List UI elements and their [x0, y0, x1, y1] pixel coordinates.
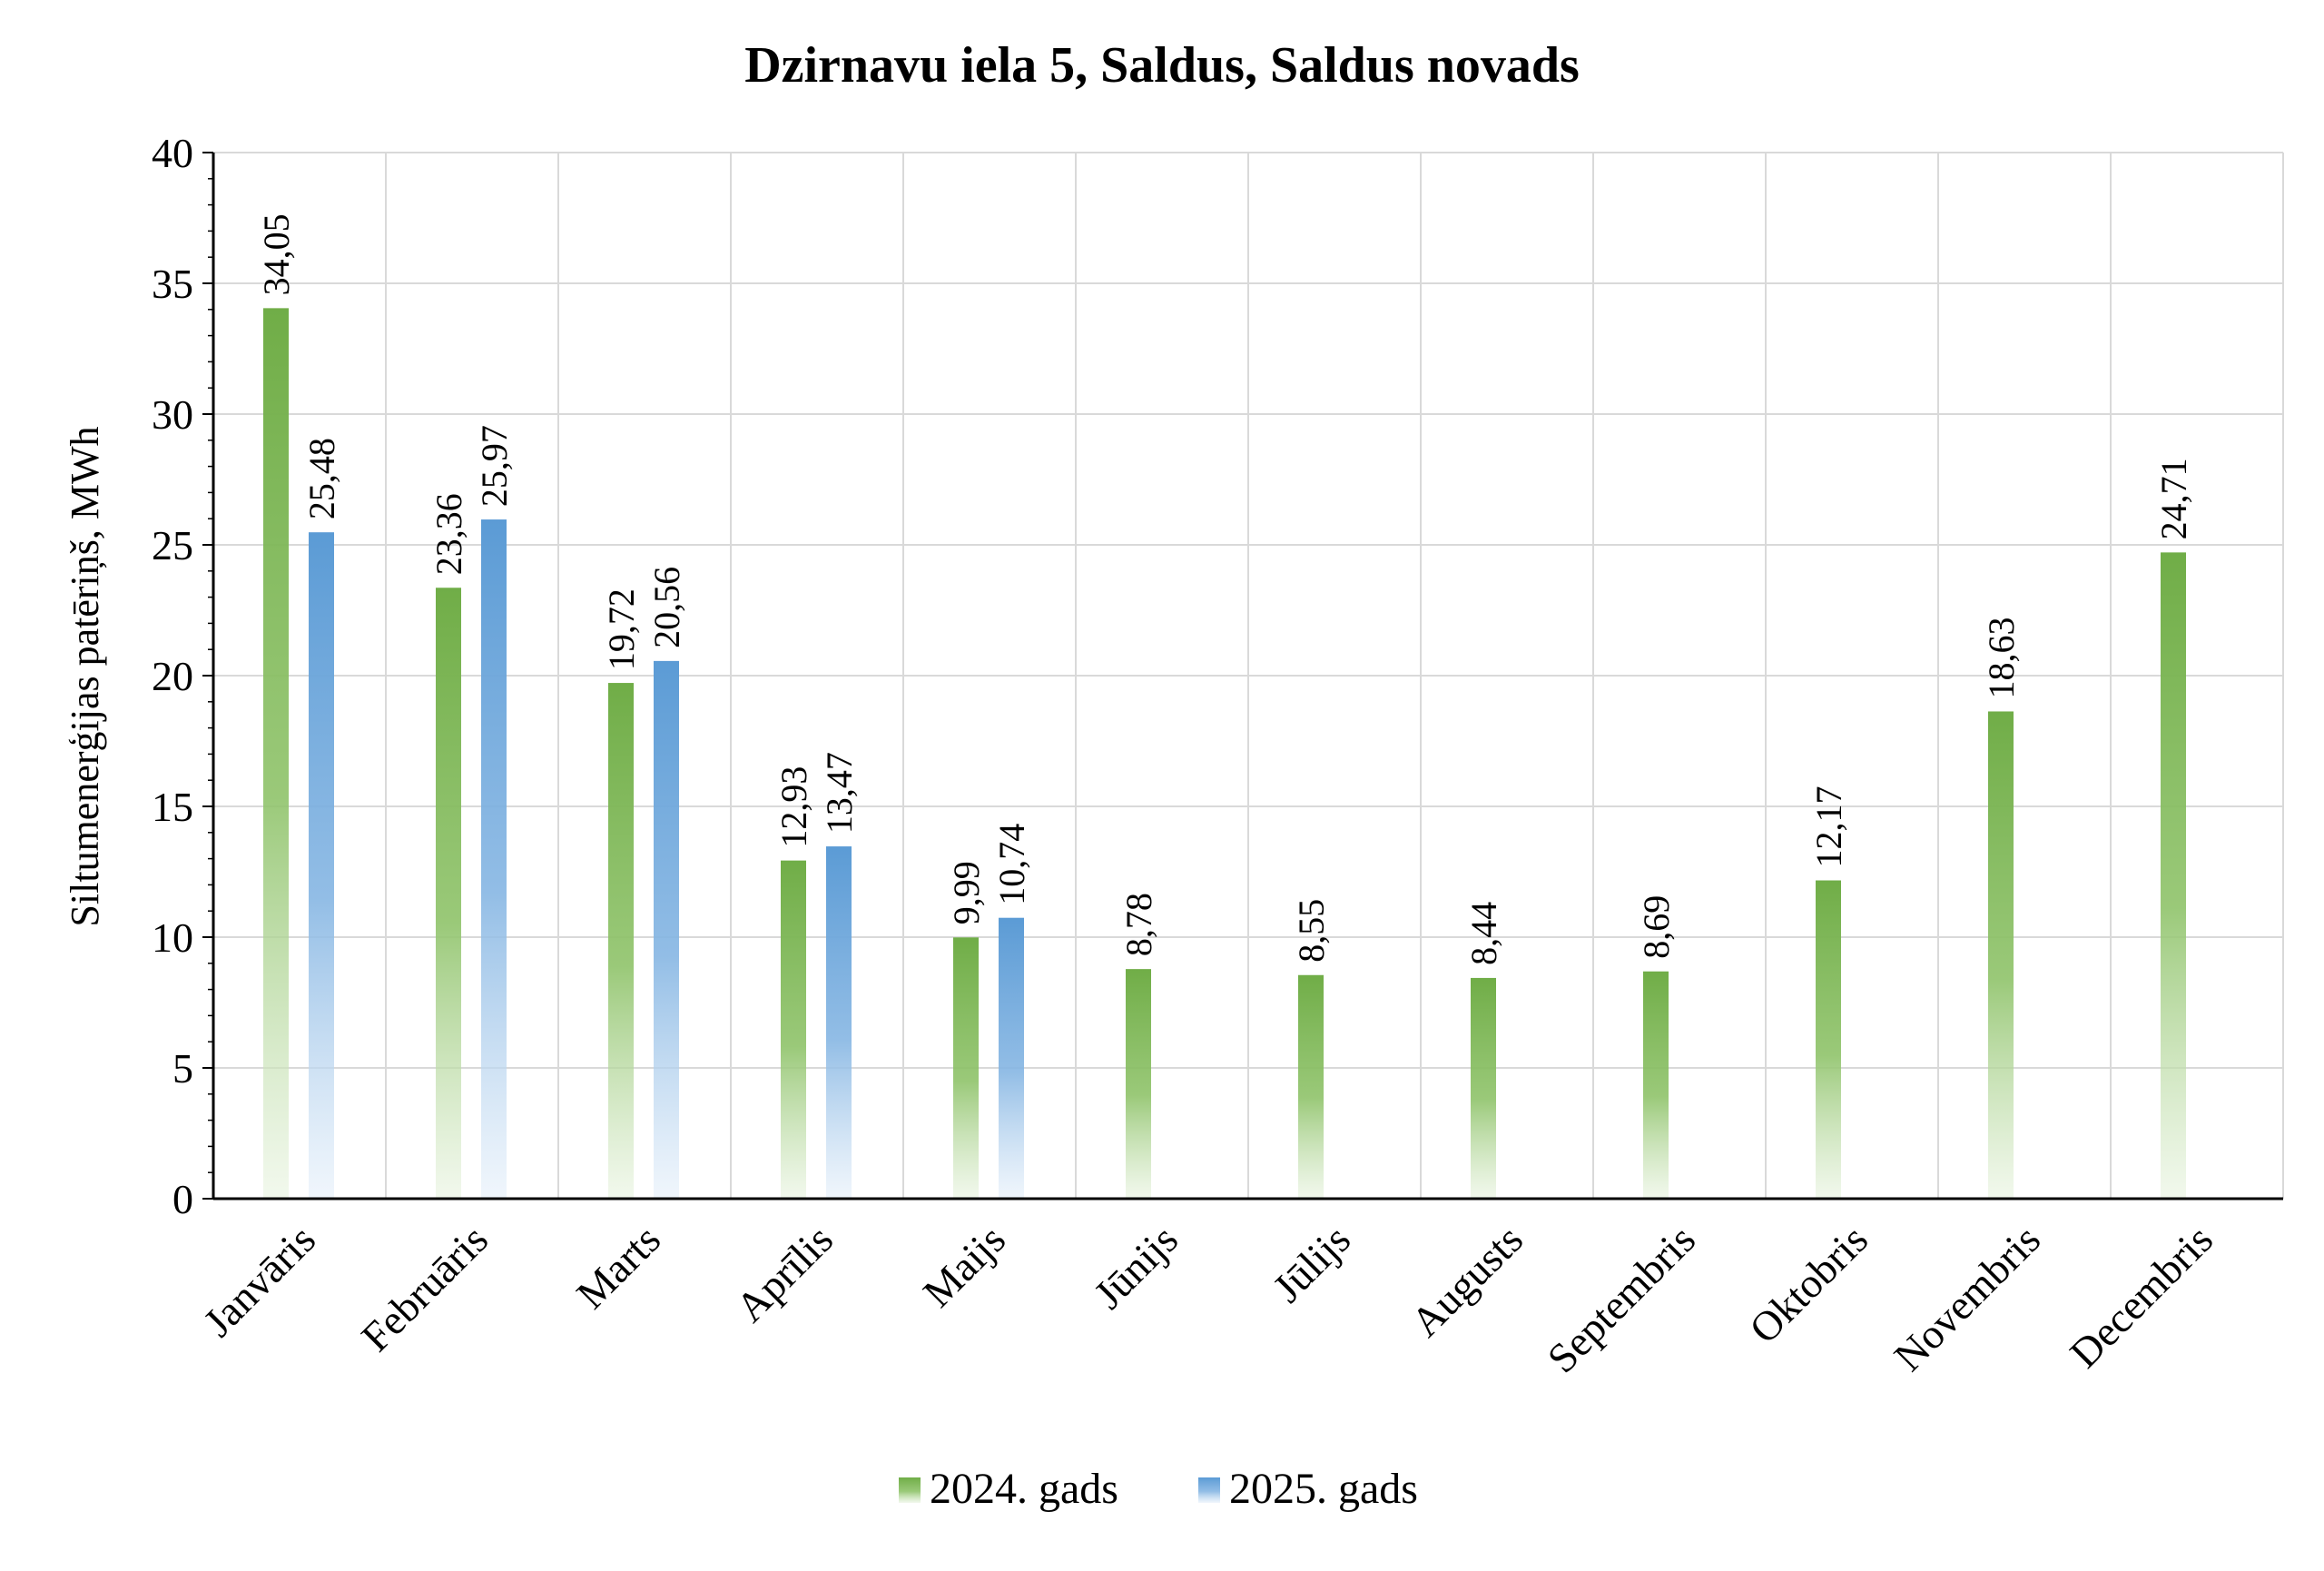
data-label: 8,55 — [1291, 899, 1332, 963]
bar-2024 — [263, 308, 289, 1199]
x-tick-label: Septembris — [1539, 1216, 1704, 1381]
data-label: 25,97 — [474, 425, 515, 507]
bar-2025 — [309, 532, 334, 1199]
data-label: 23,36 — [428, 493, 469, 575]
data-label: 8,78 — [1118, 893, 1159, 956]
bar-2025 — [481, 519, 507, 1199]
data-label: 34,05 — [256, 213, 297, 295]
x-tick-label: Decembris — [2061, 1216, 2221, 1377]
y-tick-label: 20 — [152, 653, 193, 699]
bar-2024 — [1471, 977, 1496, 1199]
x-tick-label: Aprīlis — [727, 1216, 842, 1330]
y-axis-label: Siltumenerģijas patēriņš, MWh — [63, 426, 107, 926]
data-label: 10,74 — [991, 824, 1032, 905]
legend: 2024. gads 2025. gads — [899, 1465, 1418, 1513]
bar-2024 — [1126, 969, 1151, 1199]
data-label: 20,56 — [646, 567, 687, 648]
bar-2024 — [2161, 552, 2186, 1199]
data-label: 12,17 — [1808, 786, 1849, 868]
bars — [263, 308, 2186, 1199]
bar-2024 — [1988, 711, 2014, 1199]
y-tick-label: 0 — [172, 1176, 193, 1222]
bar-2024 — [436, 588, 461, 1199]
data-label: 8,69 — [1636, 895, 1677, 959]
bar-2024 — [1816, 880, 1841, 1199]
bar-2025 — [999, 917, 1024, 1199]
x-tick-label: Maijs — [914, 1216, 1014, 1316]
legend-label: 2025. gads — [1229, 1465, 1418, 1513]
data-label: 25,48 — [301, 438, 342, 519]
x-tick-label: Februāris — [352, 1216, 497, 1360]
x-tick-label: Jūlijs — [1264, 1216, 1359, 1311]
bar-2024 — [953, 937, 979, 1199]
legend-label: 2024. gads — [930, 1465, 1118, 1513]
bar-2024 — [1298, 974, 1324, 1199]
y-tick-label: 40 — [152, 130, 193, 176]
y-tick-label: 30 — [152, 391, 193, 438]
y-tick-label: 15 — [152, 784, 193, 830]
x-tick-label: Novembris — [1885, 1216, 2049, 1380]
x-tick-label: Augusts — [1402, 1216, 1531, 1346]
data-label: 18,63 — [1981, 617, 2022, 698]
data-labels: 34,05 23,36 19,72 12,93 9,99 8,78 8,55 8,44 8,69… — [256, 213, 2194, 965]
data-label: 19,72 — [601, 588, 642, 670]
axes — [202, 152, 2283, 1200]
y-axis-ticks: 0 5 10 15 20 25 30 35 40 — [152, 130, 193, 1222]
y-tick-label: 10 — [152, 914, 193, 961]
data-label: 8,44 — [1463, 902, 1504, 965]
x-tick-label: Oktobris — [1740, 1216, 1876, 1352]
bar-2024 — [608, 683, 634, 1199]
data-label: 13,47 — [819, 752, 860, 834]
bar-2025 — [654, 660, 679, 1199]
bar-2024 — [1643, 971, 1669, 1199]
bar-2025 — [826, 846, 852, 1199]
x-tick-label: Jūnijs — [1085, 1216, 1187, 1318]
data-label: 12,93 — [773, 766, 814, 848]
x-tick-label: Marts — [567, 1216, 669, 1318]
x-axis-ticks: Janvāris Februāris Marts Aprīlis Maijs Jūnijs… — [194, 1216, 2221, 1381]
data-label: 24,71 — [2153, 458, 2194, 539]
x-tick-label: Janvāris — [194, 1216, 324, 1346]
y-tick-label: 35 — [152, 261, 193, 307]
data-label: 9,99 — [946, 861, 987, 924]
grid — [213, 152, 2284, 1199]
y-tick-label: 5 — [172, 1045, 193, 1092]
bar-2024 — [781, 860, 806, 1199]
y-tick-label: 25 — [152, 522, 193, 568]
legend-swatch — [1198, 1477, 1220, 1503]
chart-title: Dzirnavu iela 5, Saldus, Saldus novads — [744, 37, 1580, 94]
legend-swatch — [899, 1477, 921, 1503]
